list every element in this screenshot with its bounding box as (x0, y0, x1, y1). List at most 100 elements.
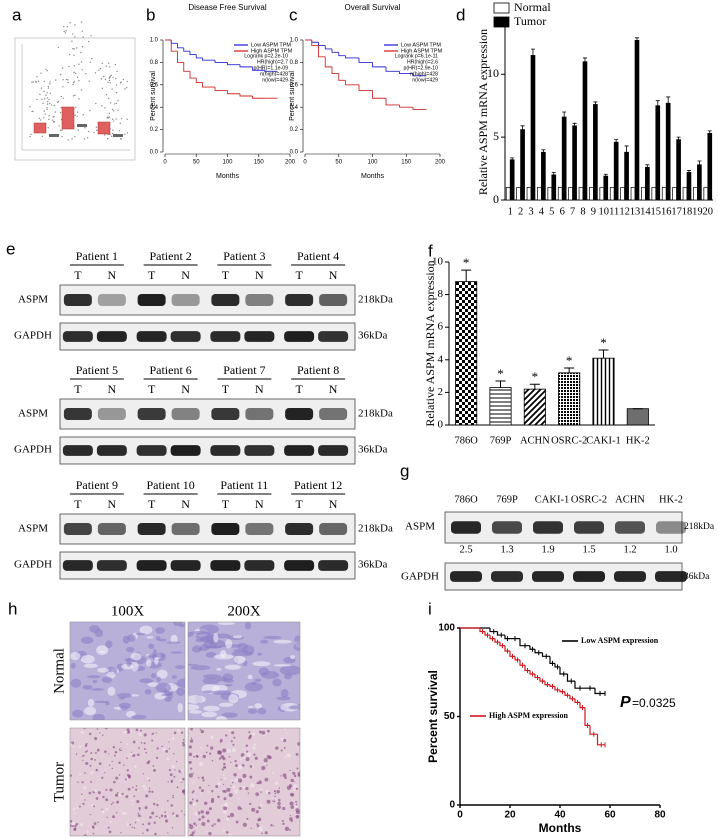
y-tick-label: 0.0 (290, 150, 299, 156)
decor-dot (46, 103, 49, 105)
x-tick-label: 0 (457, 810, 463, 821)
texture (210, 735, 214, 740)
texture (91, 826, 95, 829)
texture (170, 651, 183, 654)
panel-letter: g (400, 461, 409, 480)
micrograph-bg (70, 728, 185, 836)
blot-band (96, 560, 127, 571)
survival-step (544, 681, 550, 686)
decor-dot (74, 114, 76, 116)
bar (655, 105, 661, 201)
texture (84, 706, 97, 716)
annotation: Logrank p=2.2e-10 (244, 53, 288, 59)
error-bar (598, 349, 609, 359)
blot-band (62, 560, 93, 571)
texture (251, 807, 256, 812)
decor-dot (36, 76, 38, 78)
x-tick-label: 7 (570, 206, 575, 217)
decor-dot (109, 102, 112, 104)
texture (289, 815, 292, 817)
survival-step (559, 689, 565, 693)
x-tick-label: 15 (651, 206, 662, 217)
blot-band (244, 445, 275, 456)
texture (170, 780, 173, 783)
x-tick-label: 100 (222, 160, 233, 166)
lane-label: T (295, 268, 303, 282)
legend-swatch (493, 2, 510, 14)
texture (217, 795, 220, 799)
texture (121, 663, 134, 670)
texture (253, 753, 256, 756)
decor-dot (107, 97, 110, 99)
x-tick-label: 10 (599, 206, 610, 217)
texture (231, 731, 235, 735)
error-bar (461, 269, 472, 282)
bar (558, 372, 581, 426)
patient-label: Patient 10 (146, 478, 194, 492)
blot-band (137, 408, 166, 420)
texture (202, 674, 222, 679)
blot-band (285, 294, 314, 306)
texture (208, 807, 212, 811)
texture (148, 643, 155, 649)
y-tick-label: 6 (438, 321, 444, 333)
lane-label: T (148, 382, 156, 396)
x-tick-label: 8 (580, 206, 585, 217)
decor-dot (109, 76, 111, 79)
texture (101, 676, 113, 684)
texture (114, 751, 118, 754)
decor-dot (63, 30, 65, 33)
texture (245, 786, 249, 791)
texture (201, 821, 206, 826)
texture (174, 769, 176, 771)
texture (220, 804, 223, 807)
blot-band (573, 571, 605, 582)
texture (189, 710, 202, 714)
annotation: n(high)=428 (410, 71, 438, 77)
bar (526, 187, 532, 201)
texture (250, 783, 255, 788)
decor-dot (60, 95, 63, 98)
y-tick-label: 0.6 (290, 82, 299, 88)
decor-dot (111, 108, 114, 111)
blot-band (451, 521, 481, 534)
texture (201, 711, 218, 718)
texture (293, 788, 296, 792)
x-tick-label: 11 (609, 206, 619, 217)
texture (70, 820, 73, 823)
intensity-label: 1.2 (623, 544, 636, 555)
texture (176, 786, 179, 789)
decor-dot (98, 69, 100, 71)
decor-dot (59, 129, 62, 132)
texture (112, 815, 116, 819)
size-label: 218kDa (358, 408, 393, 420)
texture (240, 807, 243, 810)
texture (94, 759, 96, 761)
blot-band (285, 523, 314, 535)
texture (139, 625, 153, 635)
y-tick-label: 0.0 (150, 150, 159, 156)
error-bar (530, 48, 535, 56)
texture (90, 757, 94, 761)
decor-dot (57, 46, 59, 49)
texture (213, 823, 216, 826)
x-axis-title: Months (216, 173, 239, 180)
decor-dot (31, 81, 33, 83)
annotation: HR(high)=2.7 (257, 59, 288, 65)
intensity-label: 1.5 (582, 544, 595, 555)
survival-step (195, 54, 203, 59)
panel-letter: d (456, 5, 465, 24)
blot-band (210, 560, 241, 571)
survival-step (331, 66, 339, 75)
texture (289, 801, 294, 806)
texture (255, 792, 260, 797)
decor-dot (67, 79, 69, 81)
texture (132, 786, 134, 789)
survival-step (264, 70, 278, 72)
texture (272, 797, 276, 801)
bar (626, 408, 649, 426)
lane-label: T (148, 497, 156, 511)
texture (240, 780, 242, 782)
survival-step (183, 62, 190, 72)
